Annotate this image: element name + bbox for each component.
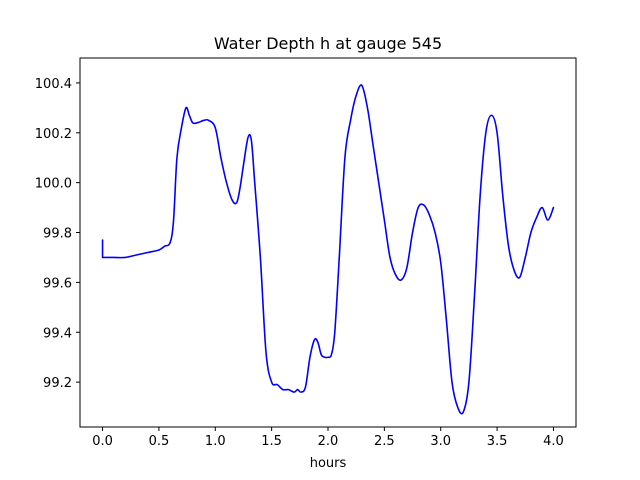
series-line bbox=[101, 84, 555, 415]
y-tick-label: 100.4 bbox=[35, 77, 72, 92]
x-tick-label: 1.5 bbox=[261, 434, 282, 449]
x-tick-label: 2.5 bbox=[374, 434, 395, 449]
y-tick-label: 99.6 bbox=[43, 276, 72, 291]
x-tick-label: 3.0 bbox=[430, 434, 451, 449]
y-tick-label: 99.4 bbox=[43, 326, 72, 341]
y-axis: 99.2 99.4 99.6 99.8 100.0 100.2 100.4 bbox=[35, 77, 80, 391]
x-tick-label: 2.0 bbox=[318, 434, 339, 449]
x-tick-label: 3.5 bbox=[487, 434, 508, 449]
x-tick-label: 4.0 bbox=[543, 434, 564, 449]
plot-area bbox=[79, 57, 577, 428]
y-tick-label: 99.2 bbox=[43, 376, 72, 391]
chart-title: Water Depth h at gauge 545 bbox=[214, 34, 442, 53]
x-tick-label: 1.0 bbox=[205, 434, 226, 449]
x-tick-label: 0.5 bbox=[149, 434, 170, 449]
plot-background bbox=[80, 58, 576, 427]
x-tick-label: 0.0 bbox=[92, 434, 113, 449]
y-tick-label: 100.2 bbox=[35, 127, 72, 142]
y-tick-label: 99.8 bbox=[43, 227, 72, 242]
y-tick-label: 100.0 bbox=[35, 177, 72, 192]
x-axis: 0.0 0.5 1.0 1.5 2.0 2.5 3.0 3.5 4.0 bbox=[92, 427, 564, 449]
x-axis-label: hours bbox=[310, 456, 347, 471]
series-layer bbox=[101, 84, 555, 415]
